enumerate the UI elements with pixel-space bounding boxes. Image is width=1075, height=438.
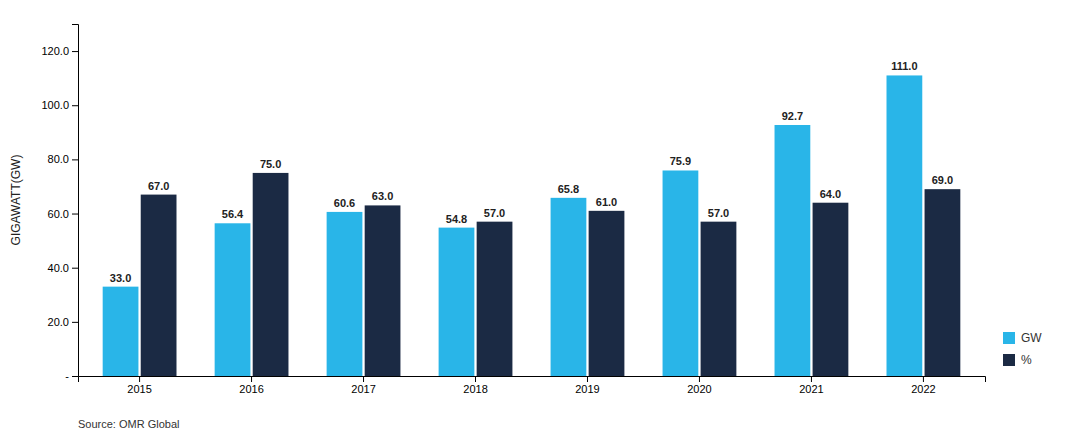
data-label: 33.0: [110, 272, 131, 284]
bar: [327, 212, 363, 376]
y-tick-label: 100.0: [41, 99, 69, 111]
chart: -20.040.060.080.0100.0120.02015201620172…: [0, 0, 1075, 438]
y-tick-label: 80.0: [48, 153, 69, 165]
x-tick-label: 2020: [687, 383, 711, 395]
legend-label: %: [1021, 353, 1032, 367]
y-axis-line: [72, 25, 79, 377]
x-tick: 2019: [575, 376, 599, 395]
y-tick-mark: [72, 322, 78, 323]
y-axis: - 20.0 40.0 60.0 80.0 100.0 120.0: [41, 25, 78, 383]
x-tick-label: 2017: [351, 383, 375, 395]
y-tick-mark: [72, 376, 78, 377]
bar: [215, 223, 251, 376]
bar: [439, 228, 475, 376]
x-tick: 2020: [687, 376, 711, 395]
x-tick: 2018: [463, 376, 487, 395]
bar: [141, 195, 177, 376]
x-tick: 2022: [911, 376, 935, 395]
y-tick-label: 20.0: [48, 316, 69, 328]
data-label: 54.8: [446, 213, 467, 225]
bar: [589, 211, 625, 376]
x-tick-mark: [363, 376, 364, 382]
data-label: 65.8: [558, 183, 579, 195]
y-tick-label: 60.0: [48, 208, 69, 220]
x-tick-mark: [587, 376, 588, 382]
y-tick: 120.0: [41, 45, 78, 57]
y-tick: -: [65, 370, 78, 382]
y-tick: 100.0: [41, 99, 78, 111]
y-tick: 60.0: [48, 208, 78, 220]
x-tick-label: 2016: [239, 383, 263, 395]
data-label: 75.9: [670, 155, 691, 167]
y-tick: 20.0: [48, 316, 78, 328]
x-tick: 2016: [239, 376, 263, 395]
data-label: 64.0: [820, 188, 841, 200]
bar: [925, 189, 961, 376]
plot: -20.040.060.080.0100.0120.02015201620172…: [41, 25, 985, 395]
bars: [103, 75, 961, 376]
bar: [663, 170, 699, 376]
x-tick-label: 2019: [575, 383, 599, 395]
x-tick-mark: [923, 376, 924, 382]
data-label: 92.7: [782, 110, 803, 122]
x-axis: 2015 2016 2017 2018 2019 2020 2021 2022: [79, 376, 986, 395]
x-tick-mark: [811, 376, 812, 382]
x-tick: 2015: [127, 376, 151, 395]
y-tick-mark: [72, 105, 78, 106]
legend-item: %: [1003, 353, 1032, 367]
data-label: 61.0: [596, 196, 617, 208]
y-tick-label: 40.0: [48, 262, 69, 274]
bar: [477, 222, 513, 376]
legend-label: GW: [1021, 331, 1042, 345]
data-label: 60.6: [334, 197, 355, 209]
y-tick: 80.0: [48, 153, 78, 165]
bar: [701, 222, 737, 376]
legend-swatch: [1003, 354, 1015, 366]
data-label: 69.0: [932, 174, 953, 186]
x-tick-mark: [699, 376, 700, 382]
x-tick: 2021: [799, 376, 823, 395]
bar: [365, 205, 401, 376]
x-tick-label: 2021: [799, 383, 823, 395]
bar: [551, 198, 587, 376]
x-tick-label: 2015: [127, 383, 151, 395]
bar: [103, 287, 139, 376]
x-tick-mark: [139, 376, 140, 382]
y-tick-mark: [72, 159, 78, 160]
y-tick-label: -: [65, 370, 69, 382]
data-label: 57.0: [708, 207, 729, 219]
bar: [775, 125, 811, 376]
x-tick-label: 2018: [463, 383, 487, 395]
data-label: 111.0: [891, 60, 917, 72]
y-tick-mark: [72, 51, 78, 52]
annotation: Source: OMR Global: [78, 418, 179, 430]
y-axis-title: GIGAWATT(GW): [9, 155, 23, 246]
data-label: 56.4: [222, 208, 244, 220]
x-tick-mark: [251, 376, 252, 382]
bar: [813, 203, 849, 376]
x-axis-line: [79, 377, 986, 383]
data-label: 63.0: [372, 190, 393, 202]
legend-item: GW: [1003, 331, 1042, 345]
legend-swatch: [1003, 332, 1015, 344]
y-tick-mark: [72, 268, 78, 269]
x-tick-label: 2022: [911, 383, 935, 395]
legend: GW%: [1003, 331, 1042, 367]
data-label: 67.0: [148, 180, 169, 192]
data-label: 75.0: [260, 158, 281, 170]
y-tick: 40.0: [48, 262, 78, 274]
data-labels: 33.0 56.4 60.6 54.8 65.8 75.9 92.7 111.0 67.0 75.…: [110, 60, 953, 283]
bar: [253, 173, 289, 376]
x-tick-mark: [475, 376, 476, 382]
data-label: 57.0: [484, 207, 505, 219]
bar: [887, 75, 923, 376]
y-tick-mark: [72, 214, 78, 215]
y-tick-label: 120.0: [41, 45, 69, 57]
x-tick: 2017: [351, 376, 375, 395]
